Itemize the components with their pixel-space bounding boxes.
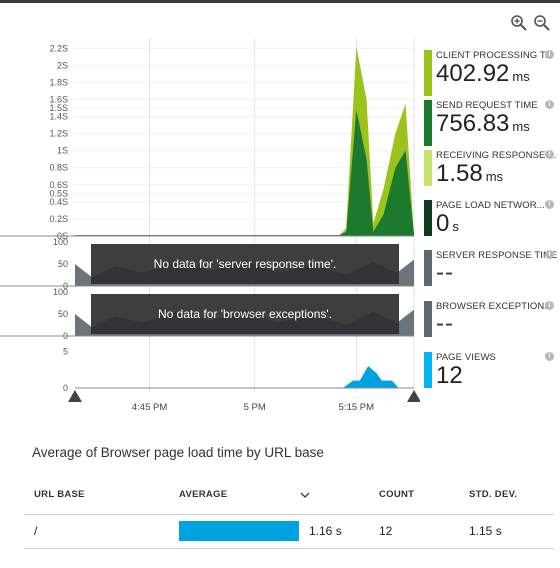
col-count[interactable]: COUNT — [369, 476, 459, 515]
tile-value-number: 756.83 — [436, 110, 510, 137]
tile-page-views[interactable]: PAGE VIEWS i 12 — [424, 352, 556, 390]
y-tick-label: 50 — [58, 259, 68, 269]
tile-color-bar — [424, 100, 432, 146]
average-bar — [179, 521, 299, 541]
info-icon[interactable]: i — [545, 50, 554, 59]
info-icon[interactable]: i — [545, 301, 554, 310]
info-icon[interactable]: i — [545, 150, 554, 159]
tile-page-load-network[interactable]: PAGE LOAD NETWOR... i 0 s — [424, 200, 556, 238]
y-tick-label: 2S — [57, 60, 68, 70]
cell-std-dev: 1.15 s — [459, 514, 554, 549]
average-value: 1.16 s — [309, 524, 342, 538]
zoom-in-icon[interactable] — [510, 14, 528, 32]
y-tick-label: 0.8S — [49, 163, 68, 173]
sort-chevron-icon[interactable] — [300, 491, 310, 499]
y-tick-label: 0.2S — [49, 214, 68, 224]
y-tick-label: 50 — [58, 309, 68, 319]
no-data-message-browser-exceptions: No data for 'browser exceptions'. — [158, 307, 332, 321]
y-tick-label: 2.2S — [49, 43, 68, 53]
y-tick-label: 0.5S — [49, 188, 68, 198]
tile-value-unit: ms — [485, 169, 504, 184]
cell-url-base: / — [24, 514, 169, 549]
tile-value-number: 0 — [436, 210, 450, 237]
tile-color-bar — [424, 50, 432, 96]
tile-value-number: 402.92 — [436, 60, 510, 87]
tile-value: 1.58 ms — [436, 160, 503, 188]
tile-color-bar — [424, 352, 432, 388]
y-tick-label: 0.6S — [49, 180, 68, 190]
tile-label: PAGE LOAD NETWOR... — [436, 200, 545, 211]
tile-color-bar — [424, 301, 432, 337]
tile-label: SEND REQUEST TIME — [436, 100, 538, 111]
no-data-overlay — [91, 294, 399, 334]
tile-value-unit: s — [452, 219, 459, 234]
tile-send-request[interactable]: SEND REQUEST TIME i 756.83 ms — [424, 100, 556, 146]
col-std-dev[interactable]: STD. DEV. — [459, 476, 554, 515]
y-tick-label: 0.4S — [49, 197, 68, 207]
info-icon[interactable]: i — [545, 250, 554, 259]
zoom-out-icon[interactable] — [533, 14, 551, 32]
col-average-label: AVERAGE — [179, 489, 228, 501]
y-tick-label: 1.2S — [49, 129, 68, 139]
tile-color-bar — [424, 250, 432, 286]
tile-value: -- — [436, 310, 454, 338]
y-tick-label: 100 — [53, 237, 68, 247]
col-average[interactable]: AVERAGE — [169, 476, 369, 515]
tile-label: CLIENT PROCESSING T... — [436, 50, 553, 61]
tile-value-number: 12 — [436, 362, 463, 389]
range-end-handle[interactable] — [407, 390, 420, 402]
grid-title: Average of Browser page load time by URL… — [32, 445, 324, 460]
metrics-chart[interactable]: 0S0.2S0.4S0.5S0.6S0.8S1S1.2S1.4S1.5S1.6S… — [0, 0, 420, 420]
tile-receiving-response[interactable]: RECEIVING RESPONSE ... i 1.58 ms — [424, 150, 557, 188]
info-icon[interactable]: i — [545, 200, 554, 209]
series-area-page-views[interactable] — [75, 366, 414, 388]
url-grid: URL BASE AVERAGE COUNT STD. DEV. / 1.16 s… — [24, 476, 554, 549]
tile-color-bar — [424, 150, 432, 186]
y-tick-label: 100 — [53, 287, 68, 297]
top-border — [0, 0, 560, 3]
tile-server-response[interactable]: SERVER RESPONSE TIME i -- — [424, 250, 558, 287]
tile-color-bar — [424, 200, 432, 236]
tile-label: RECEIVING RESPONSE ... — [436, 150, 557, 161]
range-start-handle[interactable] — [68, 390, 82, 402]
tile-browser-exceptions[interactable]: BROWSER EXCEPTIONS i -- — [424, 301, 556, 337]
tile-value-number: -- — [436, 310, 454, 337]
no-data-overlay — [91, 244, 399, 284]
y-tick-label: 1.6S — [49, 94, 68, 104]
y-tick-label: 1.4S — [49, 112, 68, 122]
tile-value-number: -- — [436, 259, 454, 286]
info-icon[interactable]: i — [545, 100, 554, 109]
x-tick-label: 5 PM — [244, 402, 266, 413]
info-icon[interactable]: i — [545, 352, 554, 361]
tile-label: SERVER RESPONSE TIME — [436, 250, 558, 261]
x-tick-label: 5:15 PM — [339, 402, 374, 413]
tile-value: 756.83 ms — [436, 110, 530, 138]
tile-value: 12 — [436, 362, 463, 390]
tile-value-number: 1.58 — [436, 160, 483, 187]
series-area-send-request[interactable] — [75, 109, 414, 236]
y-tick-label: 5 — [63, 346, 68, 356]
tile-label: BROWSER EXCEPTIONS — [436, 301, 551, 312]
y-tick-label: 1S — [57, 146, 68, 156]
table-row[interactable]: / 1.16 s 12 1.15 s — [24, 514, 554, 549]
tile-label: PAGE VIEWS — [436, 352, 496, 363]
cell-count: 12 — [369, 514, 459, 549]
tile-client-processing[interactable]: CLIENT PROCESSING T... i 402.92 ms — [424, 50, 556, 96]
y-tick-label: 0 — [63, 383, 68, 393]
series-area-client-processing[interactable] — [75, 46, 414, 237]
x-tick-label: 4:45 PM — [132, 402, 167, 413]
col-url-base[interactable]: URL BASE — [24, 476, 169, 515]
tile-value: 402.92 ms — [436, 60, 530, 88]
tile-value-unit: ms — [512, 69, 530, 84]
tile-value: -- — [436, 259, 454, 287]
tile-value-unit: ms — [512, 119, 530, 134]
y-tick-label: 1.8S — [49, 77, 68, 87]
no-data-message-server-response: No data for 'server response time'. — [154, 257, 337, 271]
y-tick-label: 1.5S — [49, 103, 68, 113]
cell-average: 1.16 s — [169, 514, 369, 549]
